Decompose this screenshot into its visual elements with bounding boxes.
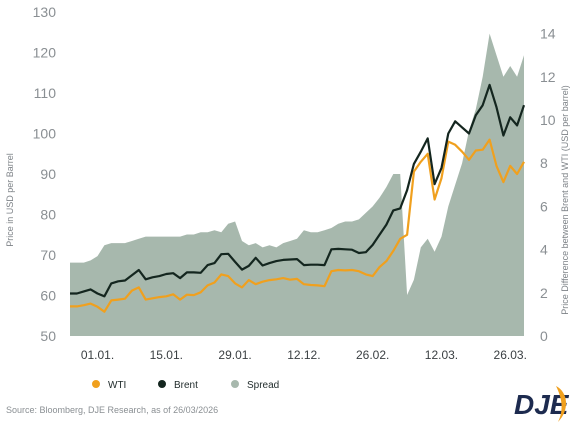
x-tick-label: 29.01. — [218, 348, 251, 362]
logo-swoosh — [556, 386, 567, 422]
legend-spread-label: Spread — [247, 380, 279, 391]
right-axis-label: Price Difference between Brent and WTI (… — [560, 85, 570, 314]
right-tick-label: 0 — [540, 328, 548, 344]
legend: WTI Brent Spread — [92, 380, 279, 391]
right-tick-label: 12 — [540, 69, 556, 85]
right-tick-label: 6 — [540, 198, 548, 214]
left-tick-label: 50 — [40, 328, 56, 344]
x-tick-label: 12.12. — [287, 348, 320, 362]
left-tick-label: 90 — [40, 166, 56, 182]
legend-spread-marker — [231, 380, 239, 388]
left-tick-label: 100 — [33, 126, 57, 142]
left-axis-label: Price in USD per Barrel — [5, 153, 15, 247]
right-tick-label: 14 — [540, 26, 556, 42]
left-tick-label: 80 — [40, 207, 56, 223]
x-tick-label: 12.03. — [425, 348, 458, 362]
legend-brent-label: Brent — [174, 380, 198, 391]
legend-wti-label: WTI — [108, 380, 126, 391]
dje-logo: DJE — [514, 386, 570, 422]
legend-brent-marker — [158, 380, 166, 388]
legend-wti-marker — [92, 380, 100, 388]
left-tick-label: 120 — [33, 45, 57, 61]
left-tick-label: 130 — [33, 4, 57, 20]
x-axis: 01.01. 15.01. 29.01. 12.12. 26.02. 12.03. 26.0… — [81, 348, 527, 362]
spread-area — [70, 33, 524, 336]
right-tick-label: 10 — [540, 112, 556, 128]
brent-line — [70, 83, 526, 298]
x-tick-label: 26.03. — [494, 348, 527, 362]
x-tick-label: 26.02. — [356, 348, 389, 362]
right-tick-label: 8 — [540, 155, 548, 171]
right-tick-label: 2 — [540, 285, 548, 301]
source-note: Source: Bloomberg, DJE Research, as of 2… — [6, 405, 218, 415]
right-axis: 0 2 4 6 8 10 12 14 — [540, 26, 556, 344]
x-tick-label: 15.01. — [150, 348, 183, 362]
right-tick-label: 4 — [540, 242, 548, 258]
left-tick-label: 70 — [40, 247, 56, 263]
x-tick-label: 01.01. — [81, 348, 114, 362]
spread-area-layer — [70, 33, 524, 336]
left-axis: 50 60 70 80 90 100 110 120 130 — [33, 4, 57, 344]
price-lines-layer — [70, 83, 526, 313]
wti-line — [70, 138, 525, 313]
left-tick-label: 60 — [40, 288, 56, 304]
left-tick-label: 110 — [34, 85, 57, 101]
